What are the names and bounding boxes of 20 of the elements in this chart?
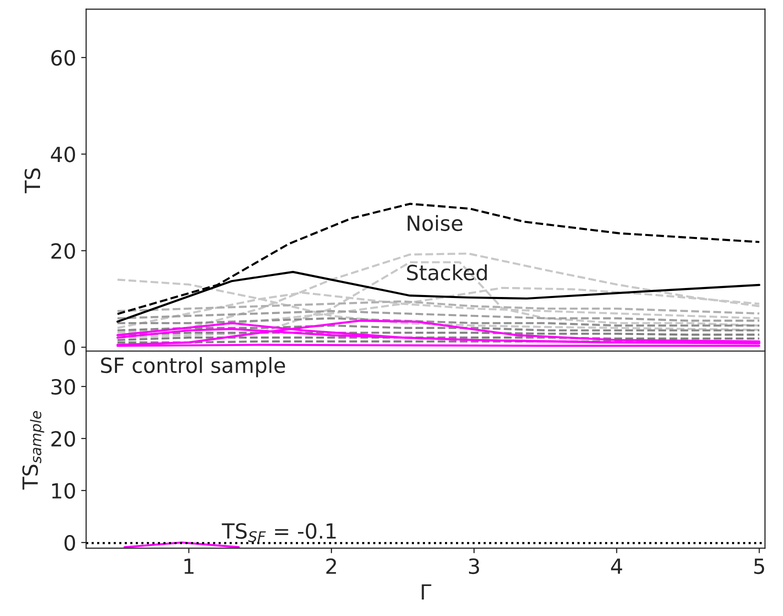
y-axis-title: TS bbox=[24, 168, 40, 194]
y-tick-label: 20 bbox=[51, 243, 76, 259]
x-tick-label: 4 bbox=[611, 558, 622, 574]
x-tick-label: 1 bbox=[184, 558, 194, 574]
y-tick-label: 10 bbox=[52, 482, 76, 499]
x-tick-label: 2 bbox=[326, 558, 336, 574]
x-axis-title: Γ bbox=[422, 584, 432, 600]
series-label: Stacked bbox=[407, 264, 487, 280]
y-tick-label: 0 bbox=[64, 534, 76, 551]
series-label: Noise bbox=[408, 214, 462, 232]
annotation: SF control sample bbox=[101, 357, 285, 378]
x-tick-label: 5 bbox=[754, 558, 764, 574]
y-tick-label: 40 bbox=[50, 146, 76, 162]
ref-line-label: TS$_{SF}$ = -0.1 bbox=[222, 523, 336, 542]
y-tick-label: 30 bbox=[51, 378, 76, 395]
y-tick-label: 20 bbox=[51, 430, 76, 447]
y-tick-label: 60 bbox=[51, 50, 76, 66]
x-tick-label: 3 bbox=[469, 558, 480, 574]
y-tick-label: 0 bbox=[64, 340, 76, 356]
y-axis-title: TS$_{sample}$ bbox=[22, 411, 44, 490]
